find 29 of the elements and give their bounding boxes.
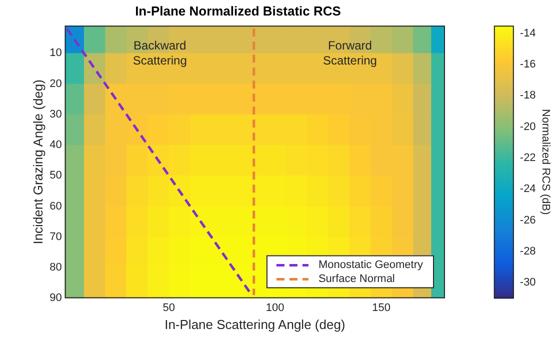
x-axis-title: In-Plane Scattering Angle (deg) bbox=[164, 316, 346, 332]
color-bar-label: -24 bbox=[520, 183, 536, 196]
y-tick-label: 20 bbox=[50, 78, 62, 90]
y-tick-label: 60 bbox=[50, 200, 62, 212]
chart-title: In-Plane Normalized Bistatic RCS bbox=[135, 3, 342, 18]
color-bar-label: -22 bbox=[520, 152, 536, 164]
color-bar-label: -30 bbox=[520, 276, 536, 289]
annotation: Backward Scattering bbox=[132, 38, 187, 68]
legend-label: Surface Normal bbox=[318, 273, 395, 286]
color-bar-label: -16 bbox=[520, 58, 536, 71]
color-bar-title: Normalized RCS (dB) bbox=[539, 109, 552, 215]
y-tick-label: 90 bbox=[50, 292, 62, 304]
color-bar-label: -26 bbox=[520, 214, 536, 226]
y-tick-label: 80 bbox=[50, 262, 62, 274]
color-bar-label: -18 bbox=[520, 90, 536, 102]
x-tick-label: 150 bbox=[372, 302, 390, 314]
color-bar-label: -14 bbox=[520, 27, 536, 40]
color-bar-label: -20 bbox=[520, 120, 536, 133]
y-axis-title: Incident Grazing Angle (deg) bbox=[30, 80, 46, 244]
annotation: Forward Scattering bbox=[322, 38, 377, 68]
y-tick-label: 30 bbox=[50, 108, 62, 120]
y-tick-label: 40 bbox=[50, 139, 62, 152]
legend-label: Monostatic Geometry bbox=[318, 259, 424, 272]
y-tick-label: 50 bbox=[50, 170, 62, 182]
color-bar-label: -28 bbox=[520, 246, 536, 258]
x-tick-label: 50 bbox=[162, 302, 176, 314]
y-tick-label: 10 bbox=[50, 47, 62, 60]
x-tick-label: 100 bbox=[266, 302, 284, 314]
y-tick-label: 70 bbox=[50, 230, 62, 243]
